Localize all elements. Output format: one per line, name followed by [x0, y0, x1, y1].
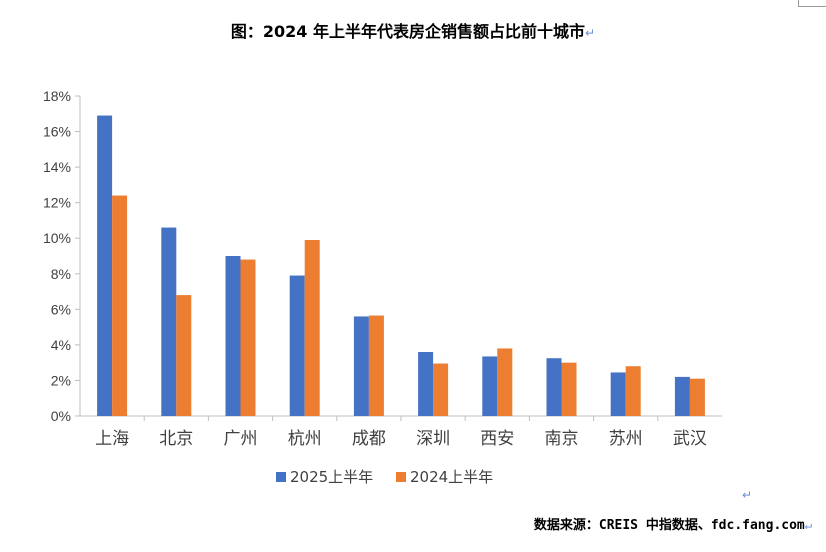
bar: [240, 259, 256, 416]
bar: [418, 352, 434, 416]
bar: [161, 227, 177, 416]
return-mark-icon: ↵: [804, 518, 812, 532]
corner-line: [798, 0, 826, 7]
bar: [561, 362, 577, 416]
y-tick-label: 4%: [51, 337, 71, 353]
x-category-label: 上海: [95, 429, 129, 449]
bar: [625, 366, 641, 416]
y-tick-label: 2%: [51, 372, 71, 388]
x-category-label: 杭州: [288, 429, 322, 449]
x-category-label: 成都: [352, 429, 386, 449]
x-category-label: 深圳: [416, 429, 450, 449]
legend-label: 2025上半年: [290, 468, 373, 486]
x-category-label: 武汉: [673, 429, 707, 449]
y-tick-label: 14%: [43, 159, 71, 175]
y-tick-label: 6%: [51, 301, 71, 317]
bar: [368, 315, 384, 416]
source-note: 数据来源：CREIS 中指数据、fdc.fang.com↵: [533, 518, 812, 533]
bar: [610, 372, 626, 416]
y-tick-label: 10%: [43, 230, 71, 246]
legend-swatch: [396, 472, 406, 482]
bar: [225, 256, 241, 416]
x-category-label: 西安: [480, 429, 514, 449]
bar: [289, 275, 305, 416]
return-mark-icon: ↵: [742, 488, 753, 502]
bar: [97, 115, 113, 417]
bar: [546, 358, 562, 416]
x-category-label: 北京: [159, 429, 193, 449]
x-category-label: 南京: [545, 429, 579, 449]
y-tick-label: 16%: [43, 124, 71, 140]
y-tick-label: 12%: [43, 195, 71, 211]
bar: [497, 348, 513, 416]
legend-swatch: [276, 472, 286, 482]
bar: [304, 240, 320, 416]
x-category-label: 苏州: [609, 429, 643, 449]
y-tick-label: 8%: [51, 266, 71, 282]
bar: [176, 295, 192, 416]
bar: [353, 316, 369, 416]
legend-label: 2024上半年: [410, 468, 493, 486]
bar: [689, 378, 705, 416]
return-mark-icon: ↵: [585, 26, 596, 40]
y-tick-label: 0%: [51, 408, 71, 424]
bar: [112, 195, 128, 416]
bar: [482, 356, 498, 416]
chart-title: 图：2024 年上半年代表房企销售额占比前十城市↵: [230, 22, 596, 41]
y-tick-label: 18%: [43, 88, 71, 104]
bar: [674, 376, 690, 416]
bar: [433, 363, 449, 416]
x-category-label: 广州: [224, 429, 258, 449]
